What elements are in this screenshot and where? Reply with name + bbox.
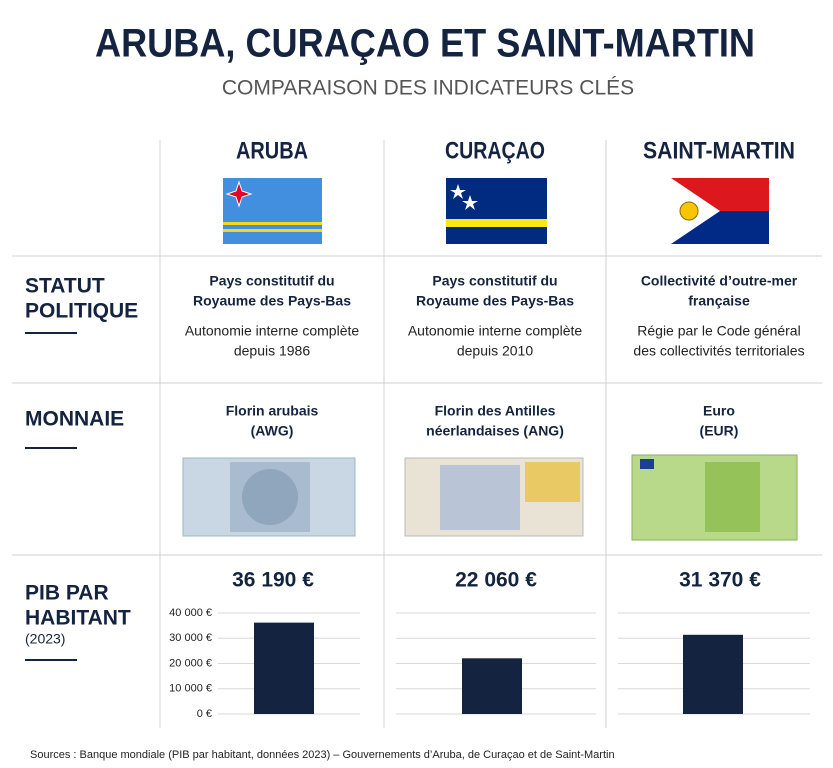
cell-main: Royaume des Pays-Bas [193, 293, 351, 309]
row-note: (2023) [25, 631, 65, 647]
row-label: STATUT [25, 275, 105, 298]
bar [462, 658, 522, 714]
bar [683, 634, 743, 714]
cell-main: française [688, 293, 750, 309]
title: ARUBA, CURAÇAO ET SAINT-MARTIN [95, 22, 755, 66]
cell-detail: Autonomie interne complète [408, 323, 583, 339]
column-header: CURAÇAO [445, 137, 545, 164]
cell-detail: depuis 1986 [234, 343, 311, 359]
cell-main: (EUR) [700, 423, 739, 439]
value-label: 31 370 € [679, 569, 761, 592]
y-tick-label: 40 000 € [169, 607, 212, 619]
cell-main: Collectivité d’outre-mer [641, 273, 798, 289]
flag-aruba [223, 178, 322, 244]
cell-detail: Régie par le Code général [637, 323, 800, 339]
y-tick-label: 30 000 € [169, 632, 212, 644]
row-label: PIB PAR [25, 582, 109, 605]
banknote-euro [631, 454, 798, 541]
cell-main: Florin arubais [226, 403, 319, 419]
banknote-aruba [182, 457, 356, 537]
row-label: MONNAIE [25, 408, 124, 431]
y-tick-label: 0 € [197, 708, 212, 720]
cell-detail: depuis 2010 [457, 343, 534, 359]
cell-main: néerlandaises (ANG) [426, 423, 564, 439]
row-label: POLITIQUE [25, 300, 138, 323]
flag-sint-maarten [671, 178, 769, 244]
y-tick-label: 10 000 € [169, 683, 212, 695]
banknote-curacao [404, 457, 584, 537]
cell-main: (AWG) [251, 423, 294, 439]
value-label: 22 060 € [455, 569, 537, 592]
subtitle: COMPARAISON DES INDICATEURS CLÉS [222, 77, 634, 100]
row-label: HABITANT [25, 607, 131, 630]
flag-curacao [446, 178, 547, 244]
cell-main: Euro [703, 403, 735, 419]
cell-main: Pays constitutif du [432, 273, 557, 289]
cell-main: Florin des Antilles [435, 403, 556, 419]
y-tick-label: 20 000 € [169, 657, 212, 669]
value-label: 36 190 € [232, 569, 314, 592]
source: Sources : Banque mondiale (PIB par habit… [30, 749, 615, 761]
cell-main: Royaume des Pays-Bas [416, 293, 574, 309]
bar [254, 622, 314, 714]
cell-detail: Autonomie interne complète [185, 323, 360, 339]
column-header: ARUBA [236, 137, 308, 164]
cell-main: Pays constitutif du [209, 273, 334, 289]
column-header: SAINT-MARTIN [643, 137, 795, 164]
cell-detail: des collectivités territoriales [633, 343, 804, 359]
table-lines [12, 140, 822, 728]
